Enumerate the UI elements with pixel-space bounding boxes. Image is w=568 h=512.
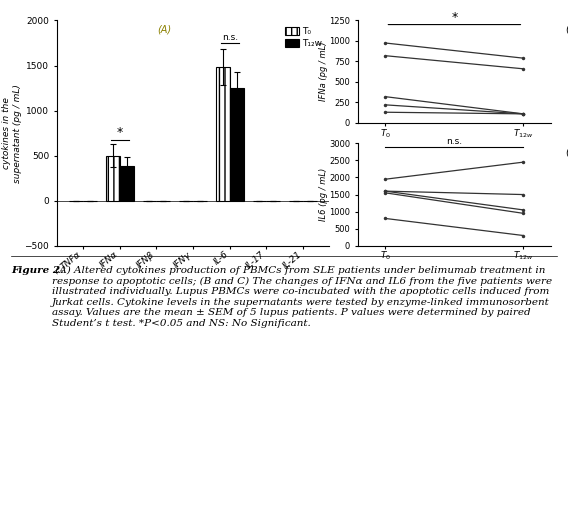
Text: (A): (A) [158,25,172,35]
Text: n.s.: n.s. [446,137,462,146]
Y-axis label: cytokines in the
supernatant (pg / mL): cytokines in the supernatant (pg / mL) [2,83,22,183]
Y-axis label: IFNa (pg / mL): IFNa (pg / mL) [319,42,328,101]
Bar [106,156,120,201]
Text: *: * [116,126,123,139]
Bar [230,88,244,201]
Text: *: * [451,11,458,24]
Text: n.s.: n.s. [222,33,238,42]
Text: (C): (C) [566,146,568,157]
Text: Figure 2.: Figure 2. [11,266,64,275]
Text: (A) Altered cytokines production of PBMCs from SLE patients under belimumab trea: (A) Altered cytokines production of PBMC… [52,266,552,328]
Y-axis label: IL6 (pg / mL): IL6 (pg / mL) [319,168,328,221]
Bar [216,68,230,201]
Text: (B): (B) [566,24,568,34]
Bar [120,166,133,201]
Legend: T₀, T₁₂w: T₀, T₁₂w [285,27,322,48]
